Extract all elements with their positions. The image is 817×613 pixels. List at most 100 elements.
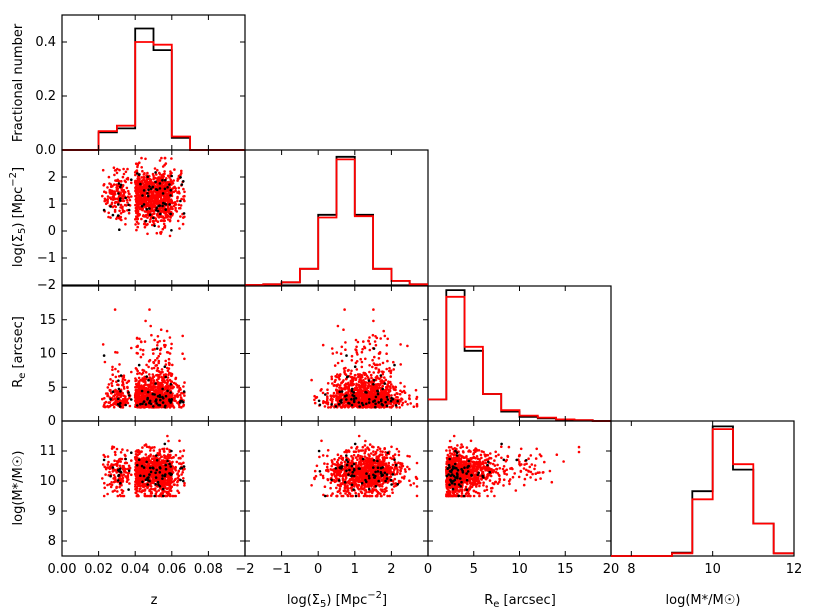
scatter-point-black [179,176,182,179]
scatter-point-black [127,391,130,394]
scatter-point-red [313,401,317,405]
scatter-point-black [124,403,127,407]
scatter-point-red [134,189,137,193]
scatter-point-red [406,403,409,406]
scatter-point-red [118,464,122,468]
scatter-point-red [353,374,357,377]
scatter-point-red [143,198,146,201]
scatter-point-black [142,189,146,192]
scatter-point-black [116,214,120,217]
scatter-point-red [136,383,140,387]
scatter-point-black [169,465,172,468]
scatter-point-black [154,482,157,486]
scatter-point-red [146,222,149,226]
scatter-point-red [164,363,168,366]
scatter-point-red [176,392,179,396]
scatter-point-red [161,165,165,168]
scatter-point-red [106,483,109,487]
scatter-point-black [163,187,167,191]
scatter-point-red [141,208,144,212]
scatter-point-red [170,183,173,186]
scatter-point-red [381,361,385,365]
scatter-point-black [119,481,122,485]
scatter-point-black [137,458,141,462]
scatter-point-red [149,218,152,221]
scatter-point-red [137,483,140,486]
scatter-point-red [147,383,151,387]
scatter-point-red [121,194,125,197]
scatter-point-red [108,470,111,474]
scatter-point-black [169,194,172,197]
scatter-point-red [389,380,392,384]
scatter-point-red [160,390,163,394]
scatter-point-red [151,205,154,208]
scatter-point-black [169,212,172,216]
scatter-point-red [369,386,373,390]
scatter-point-red [119,451,123,454]
scatter-point-red [148,376,152,379]
scatter-point-red [355,368,359,371]
scatter-point-red [344,341,347,344]
scatter-point-red [341,380,345,384]
scatter-point-red [134,367,138,370]
scatter-point-red [124,395,127,398]
scatter-point-red [170,380,173,384]
scatter-point-black [153,494,156,498]
scatter-point-red [136,225,139,229]
scatter-point-black [166,389,169,393]
scatter-point-red [390,394,393,397]
scatter-point-red [177,186,181,190]
scatter-point-red [361,347,364,351]
scatter-point-red [133,171,137,174]
scatter-point-black [117,203,120,206]
scatter-point-red [151,385,155,389]
scatter-point-red [141,169,144,173]
scatter-point-red [150,378,153,382]
scatter-point-red [314,396,318,400]
scatter-point-black [153,224,156,228]
scatter-point-black [163,202,167,205]
scatter-point-red [126,201,129,204]
scatter-point-red [126,474,130,477]
scatter-point-red [379,337,383,340]
scatter-point-black [146,390,150,394]
scatter-point-black [148,213,152,216]
scatter-point-red [123,378,127,382]
scatter-point-red [183,215,186,219]
scatter-point-red [167,357,171,361]
scatter-point-red [178,439,181,443]
scatter-point-red [157,354,160,358]
scatter-point-red [331,398,334,401]
scatter-point-red [152,375,156,378]
scatter-point-red [140,457,143,461]
scatter-point-red [125,461,129,465]
scatter-point-red [162,447,166,451]
scatter-point-red [147,393,150,396]
scatter-point-red [121,476,125,480]
scatter-point-red [139,406,143,409]
scatter-point-red [147,470,150,474]
scatter-point-black [163,442,167,446]
scatter-point-red [369,374,373,377]
scatter-point-red [174,453,178,457]
scatter-point-red [336,398,340,402]
scatter-point-red [152,449,156,452]
scatter-point-red [136,205,140,208]
scatter-point-black [161,192,165,195]
scatter-point-black [352,394,356,398]
scatter-point-red [344,400,347,404]
scatter-point-black [130,451,133,455]
scatter-point-red [174,208,177,212]
scatter-point-black [124,457,127,461]
scatter-point-red [180,169,183,173]
scatter-point-red [332,391,336,395]
scatter-point-black [353,365,357,369]
scatter-point-red [163,392,166,396]
scatter-point-black [396,399,400,403]
scatter-point-red [374,383,378,386]
scatter-point-red [181,334,184,338]
scatter-point-red [342,367,346,370]
